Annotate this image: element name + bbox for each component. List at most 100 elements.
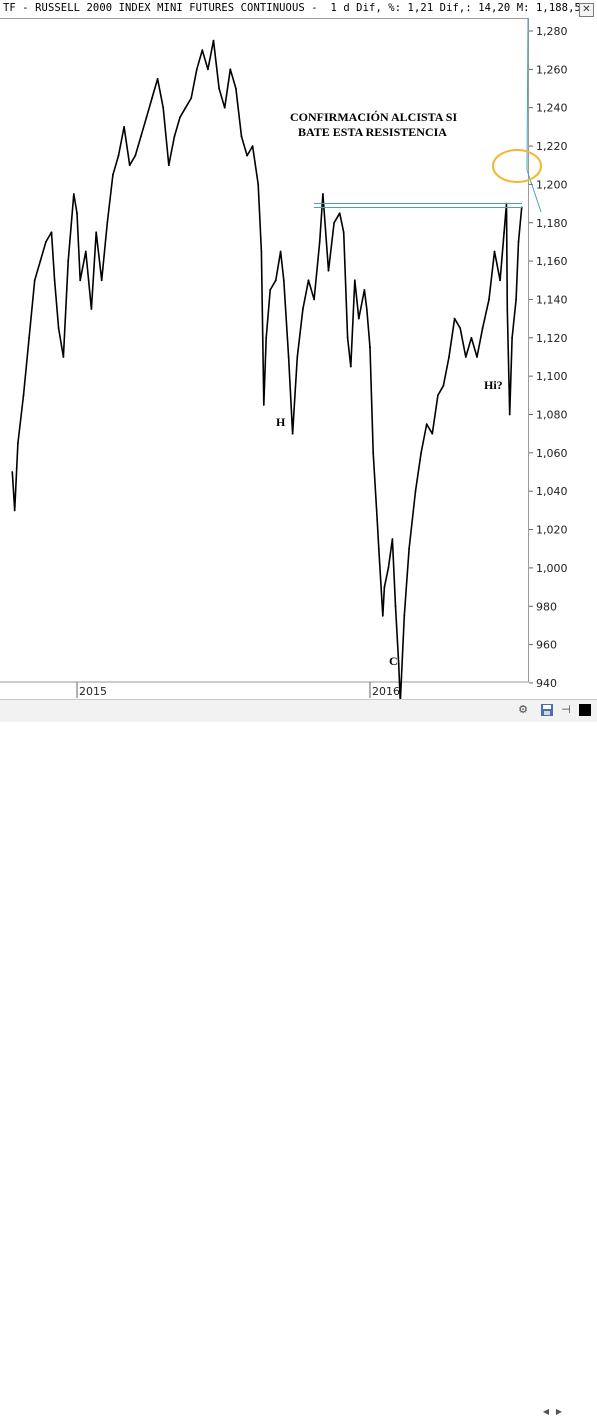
price-point <box>184 106 187 109</box>
price-point <box>95 231 98 234</box>
price-point <box>62 356 65 358</box>
y-axis: 1,280 1,260 1,240 1,220 1,200 1,180 1,160 1,140… <box>529 25 568 721</box>
price-point <box>22 394 25 397</box>
price-point <box>387 567 390 569</box>
y-tick-label: 1,180 <box>536 217 568 230</box>
price-point <box>403 614 406 617</box>
price-point <box>257 183 260 186</box>
price-point <box>481 327 484 330</box>
annotation-confirm-line2: BATE ESTA RESISTENCIA <box>298 125 447 139</box>
price-point <box>282 279 285 282</box>
price-point <box>76 212 78 215</box>
price-point <box>134 154 137 157</box>
price-point <box>448 356 450 358</box>
price-point <box>302 308 304 310</box>
price-point <box>372 452 375 454</box>
scroll-left-icon[interactable]: ◀ <box>542 1407 550 1416</box>
price-point <box>420 452 422 454</box>
price-point <box>190 97 193 99</box>
price-point <box>45 241 47 243</box>
window-close-icon[interactable]: ✕ <box>579 3 594 17</box>
price-point <box>106 221 109 224</box>
price-point <box>53 279 56 282</box>
window-title: TF - RUSSELL 2000 INDEX MINI FUTURES CON… <box>3 2 588 14</box>
price-point <box>459 327 462 330</box>
trendline-arrow <box>526 169 542 213</box>
price-point <box>123 126 125 128</box>
price-point <box>212 39 215 42</box>
title-bar: TF - RUSSELL 2000 INDEX MINI FUTURES CON… <box>0 0 597 18</box>
price-point <box>431 432 434 435</box>
resistance-highlight-ellipse <box>492 149 542 183</box>
x-tick-label: 2016 <box>372 685 400 698</box>
horizontal-scrollbar[interactable]: ◀ ▶ <box>513 1406 593 1418</box>
y-tick-label: 1,200 <box>536 178 568 191</box>
annotation-h: H <box>276 415 286 429</box>
price-point <box>464 356 467 358</box>
price-point <box>287 356 290 358</box>
price-point <box>262 404 265 406</box>
price-point <box>33 279 36 282</box>
y-tick-label: 1,080 <box>536 409 568 422</box>
annotation-hi: Hi? <box>484 378 503 392</box>
price-point <box>515 298 517 301</box>
price-point <box>240 135 243 138</box>
y-tick-label: 1,000 <box>536 562 568 575</box>
price-point <box>414 490 417 493</box>
price-point <box>353 279 356 282</box>
y-tick-label: 1,240 <box>536 102 568 115</box>
price-series-line <box>11 39 523 703</box>
annotation-c: C <box>389 654 398 668</box>
price-point <box>391 538 394 540</box>
price-point <box>363 289 366 291</box>
price-point <box>327 269 330 272</box>
tool-gear-icon[interactable]: ⚙ <box>518 703 528 716</box>
price-point <box>307 279 310 282</box>
price-point <box>408 547 410 550</box>
price-point <box>425 423 428 425</box>
price-point <box>140 135 142 138</box>
price-point <box>488 298 490 301</box>
price-point <box>128 164 131 167</box>
price-point <box>173 135 176 138</box>
price-point <box>151 97 153 99</box>
price-point <box>167 164 170 167</box>
y-tick-label: 1,100 <box>536 370 568 383</box>
price-point <box>235 87 237 90</box>
price-point <box>145 116 148 119</box>
y-tick-label: 1,220 <box>536 140 568 153</box>
tool-color-icon[interactable] <box>578 703 592 717</box>
price-point <box>156 78 159 80</box>
price-point <box>79 279 82 282</box>
price-point <box>476 356 478 358</box>
price-point <box>50 231 53 234</box>
price-point <box>100 279 103 282</box>
price-point <box>506 308 509 310</box>
price-point <box>394 605 397 608</box>
price-point <box>67 260 70 262</box>
price-point <box>357 317 360 320</box>
price-point <box>274 279 277 282</box>
price-point <box>349 365 352 368</box>
price-point <box>365 308 368 310</box>
price-point <box>269 289 272 291</box>
price-point <box>117 154 120 157</box>
y-tick-label: 960 <box>536 639 557 652</box>
price-point <box>517 241 520 243</box>
price-point <box>84 250 87 253</box>
price-point <box>381 614 384 617</box>
price-point <box>279 250 282 253</box>
price-point <box>383 586 386 588</box>
price-point <box>338 212 341 215</box>
price-point <box>179 116 181 119</box>
tool-pin-icon[interactable]: ⊣ <box>561 703 571 716</box>
scroll-right-icon[interactable]: ▶ <box>555 1407 563 1416</box>
tool-save-icon[interactable] <box>540 703 554 717</box>
x-axis: 2015 2016 <box>0 681 529 698</box>
price-point <box>437 394 439 397</box>
y-tick-label: 1,160 <box>536 255 568 268</box>
price-point <box>72 193 75 195</box>
price-point <box>207 68 209 71</box>
price-point <box>508 413 511 416</box>
